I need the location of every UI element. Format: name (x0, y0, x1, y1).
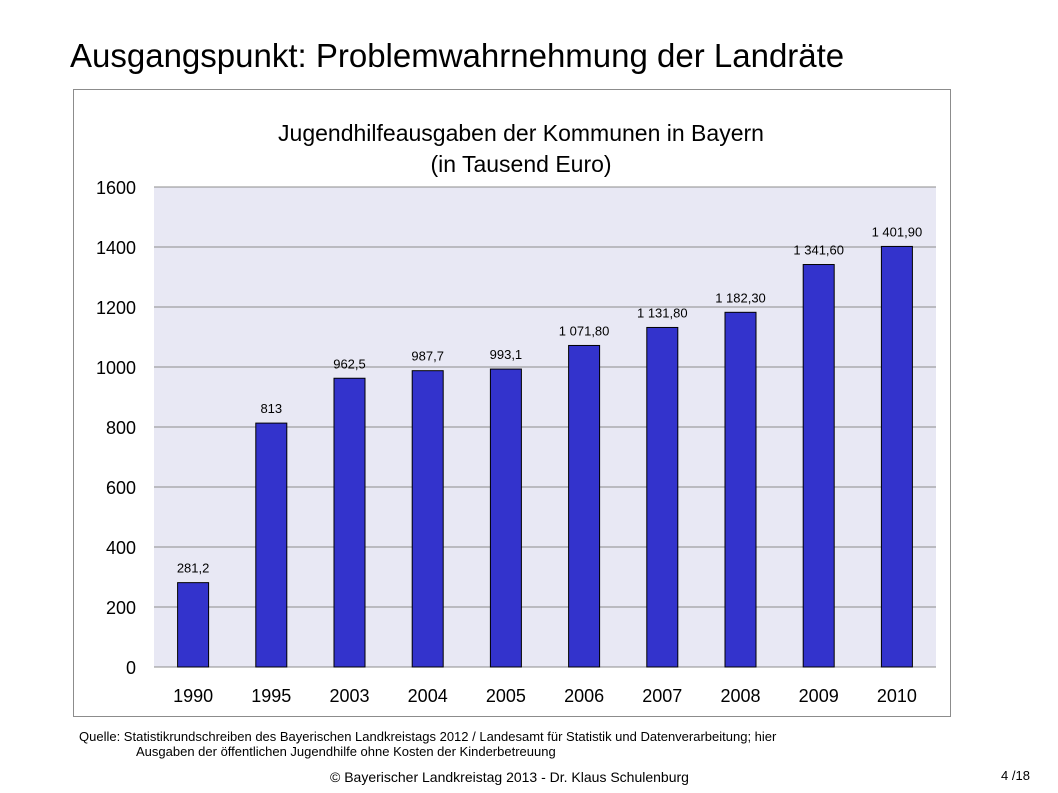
y-tick-label: 1400 (96, 238, 136, 258)
x-tick-label: 1995 (251, 686, 291, 706)
data-label: 1 071,80 (559, 323, 610, 338)
chart-subtitle: (in Tausend Euro) (430, 151, 611, 177)
y-tick-label: 1000 (96, 358, 136, 378)
data-labels: 281,2 813 962,5 987,7 993,1 1 071,80 1 131,80 1… (177, 224, 922, 575)
data-label: 1 341,60 (793, 243, 844, 258)
source-line-1: Quelle: Statistikrundschreiben des Bayer… (79, 729, 777, 744)
x-tick-label: 2009 (799, 686, 839, 706)
bar (880, 245, 913, 668)
bar (802, 264, 835, 668)
y-tick-label: 600 (106, 478, 136, 498)
data-label: 1 401,90 (872, 224, 923, 239)
y-axis: 0 200 400 600 800 1000 1200 1400 1600 (96, 178, 136, 678)
page-total: /18 (1011, 768, 1030, 783)
x-tick-label: 2003 (329, 686, 369, 706)
page-number: 4 /18 (1001, 768, 1030, 784)
y-tick-label: 200 (106, 598, 136, 618)
source-note: Quelle: Statistikrundschreiben des Bayer… (79, 729, 776, 759)
bar (255, 422, 288, 668)
bar (333, 377, 366, 668)
x-tick-label: 2007 (642, 686, 682, 706)
bar (724, 311, 757, 668)
y-tick-label: 400 (106, 538, 136, 558)
data-label: 1 131,80 (637, 305, 688, 320)
bar (489, 368, 522, 668)
data-label: 993,1 (490, 347, 523, 362)
y-tick-label: 0 (126, 658, 136, 678)
bar (411, 370, 444, 668)
x-tick-label: 1990 (173, 686, 213, 706)
slide-title: Ausgangspunkt: Problemwahrnehmung der La… (70, 37, 845, 74)
source-line-2: Ausgaben der öffentlichen Jugendhilfe oh… (136, 744, 556, 759)
data-label: 281,2 (177, 561, 210, 576)
data-label: 987,7 (411, 349, 444, 364)
bar (646, 326, 679, 668)
y-tick-label: 1200 (96, 298, 136, 318)
chart-frame: Jugendhilfeausgaben der Kommunen in Baye… (73, 89, 951, 717)
x-axis: 1990 1995 2003 2004 2005 2006 2007 2008 2009 2010 (173, 686, 917, 706)
y-tick-label: 1600 (96, 178, 136, 198)
data-label: 962,5 (333, 356, 366, 371)
x-tick-label: 2005 (486, 686, 526, 706)
bar (177, 582, 210, 668)
footer-copyright: © Bayerischer Landkreistag 2013 - Dr. Kl… (330, 769, 689, 785)
bar (568, 344, 601, 668)
y-tick-label: 800 (106, 418, 136, 438)
data-label: 813 (260, 401, 282, 416)
bar-chart: Jugendhilfeausgaben der Kommunen in Baye… (96, 120, 936, 706)
x-tick-label: 2008 (720, 686, 760, 706)
x-tick-label: 2010 (877, 686, 917, 706)
chart-title: Jugendhilfeausgaben der Kommunen in Baye… (278, 120, 764, 146)
x-tick-label: 2006 (564, 686, 604, 706)
page-current: 4 (1001, 768, 1009, 783)
bar-series (177, 245, 913, 668)
x-tick-label: 2004 (408, 686, 448, 706)
data-label: 1 182,30 (715, 290, 766, 305)
